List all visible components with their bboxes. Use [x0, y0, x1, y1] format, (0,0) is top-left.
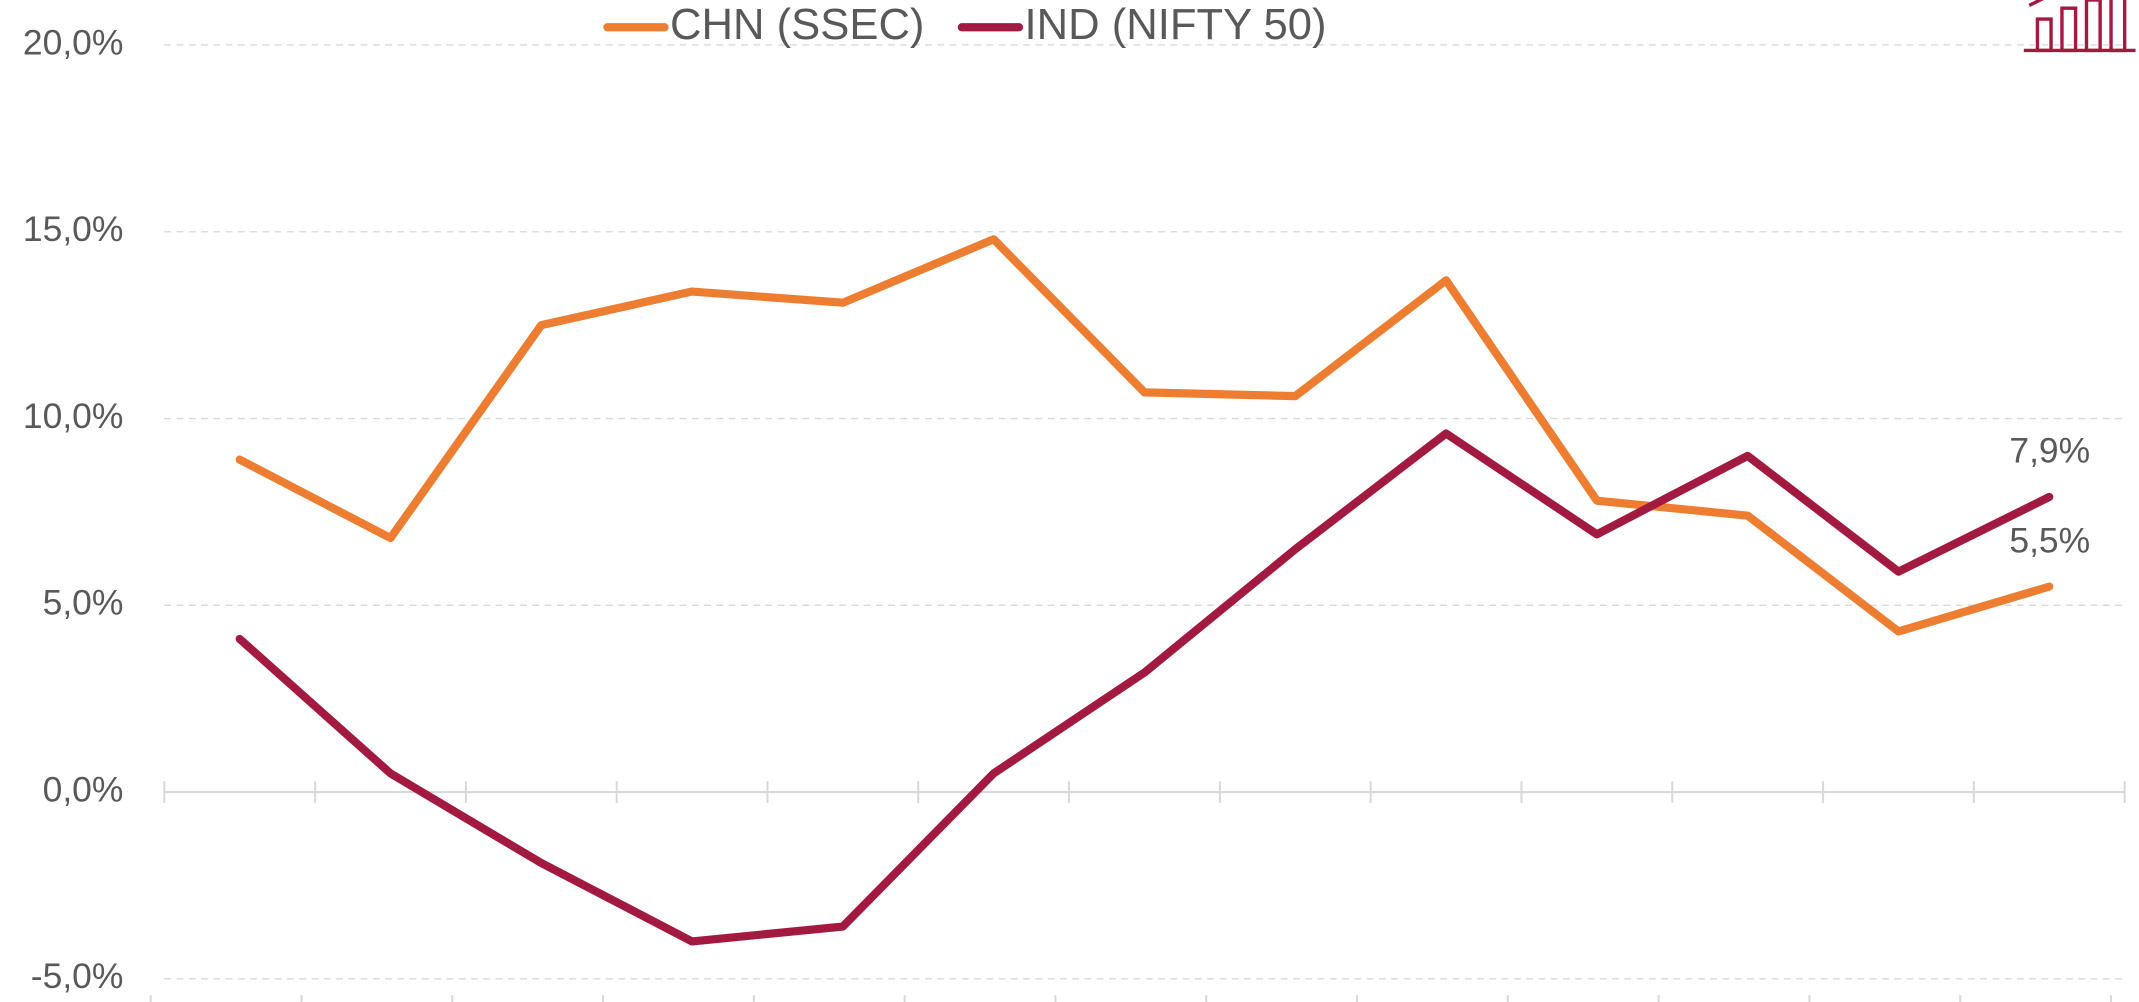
data-label: 5,5%	[2009, 520, 2090, 560]
legend-label: CHN (SSEC)	[670, 1, 924, 49]
y-tick-label: 5,0%	[43, 583, 124, 623]
y-tick-label: -5,0%	[31, 956, 124, 996]
y-tick-label: 10,0%	[23, 396, 123, 436]
series-line	[235, 235, 2054, 636]
legend-label: IND (NIFTY 50)	[1025, 1, 1327, 49]
data-label: 7,9%	[2009, 431, 2090, 471]
y-tick-label: 0,0%	[43, 769, 124, 809]
y-tick-label: 20,0%	[23, 22, 123, 62]
y-tick-label: 15,0%	[23, 209, 123, 249]
series-line	[235, 429, 2054, 946]
icon	[2023, 0, 2136, 53]
